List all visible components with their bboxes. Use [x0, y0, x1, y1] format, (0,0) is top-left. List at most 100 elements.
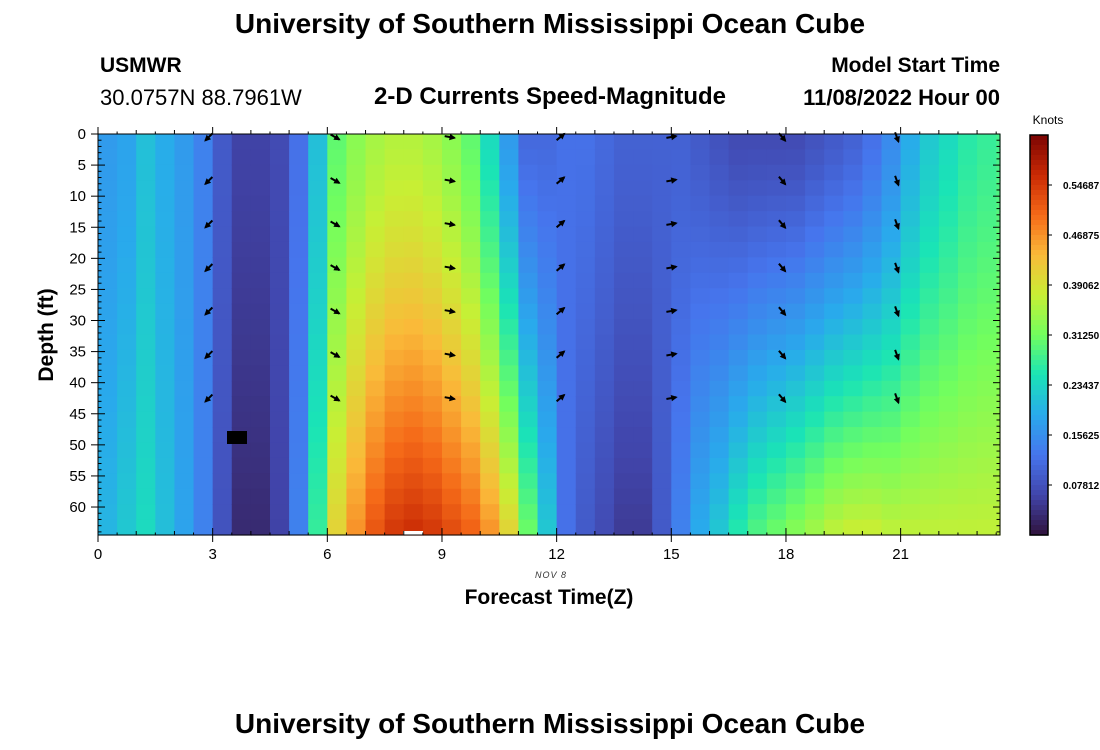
heatmap-cell: [136, 349, 156, 366]
colorbar-tick-label: 0.23437: [1063, 381, 1100, 392]
heatmap-cell: [977, 272, 997, 289]
heatmap-cell: [900, 411, 921, 428]
heatmap-cell: [193, 303, 214, 320]
colorbar-segment: [1030, 185, 1048, 191]
heatmap-cell: [594, 195, 615, 212]
current-vector: [444, 220, 456, 228]
heatmap-cell: [900, 396, 921, 413]
heatmap-cell: [900, 211, 921, 228]
colorbar: 0.54687 0.46875 0.39062 0.31250 0.23437 0.156…: [1029, 134, 1100, 536]
heatmap-cell: [289, 504, 309, 521]
heatmap-cell: [461, 164, 481, 181]
colorbar-tick-label: 0.46875: [1063, 231, 1100, 242]
colorbar-segment: [1030, 250, 1048, 256]
heatmap-cell: [938, 303, 959, 320]
heatmap-cell: [136, 365, 156, 382]
heatmap-cell: [690, 427, 711, 444]
heatmap-cell: [556, 473, 577, 490]
heatmap-cell: [98, 442, 118, 459]
heatmap-cell: [652, 457, 672, 474]
heatmap-cell: [843, 211, 864, 228]
heatmap-cell: [709, 319, 730, 336]
heatmap-cell: [766, 488, 787, 505]
heatmap-cell: [747, 180, 768, 197]
heatmap-cell: [289, 272, 309, 289]
heatmap-cell: [671, 257, 692, 274]
heatmap-cell: [308, 226, 328, 243]
heatmap-cell: [461, 134, 481, 151]
heatmap-cell: [613, 365, 634, 382]
heatmap-cell: [327, 365, 348, 382]
heatmap-cell: [919, 334, 940, 351]
heatmap-cell: [881, 488, 902, 505]
heatmap-cell: [938, 349, 959, 366]
heatmap-cell: [480, 349, 500, 366]
colorbar-segment: [1030, 255, 1048, 261]
heatmap-cell: [308, 288, 328, 305]
heatmap-cell: [461, 334, 481, 351]
heatmap-cell: [709, 457, 730, 474]
heatmap-cell: [881, 272, 902, 289]
heatmap-cell: [212, 349, 233, 366]
heatmap-cell: [805, 180, 825, 197]
heatmap-cell: [403, 211, 424, 228]
heatmap-cell: [98, 349, 118, 366]
heatmap-cell: [365, 211, 386, 228]
heatmap-cell: [461, 442, 481, 459]
heatmap-cell: [633, 334, 653, 351]
heatmap-cell: [613, 257, 634, 274]
heatmap-cell: [938, 457, 959, 474]
heatmap-cell: [556, 519, 577, 536]
heatmap-cell: [250, 288, 271, 305]
heatmap-cell: [403, 473, 424, 490]
heatmap-cell: [231, 411, 252, 428]
heatmap-cell: [575, 288, 596, 305]
colorbar-segment: [1030, 515, 1048, 521]
heatmap-cell: [231, 519, 252, 536]
colorbar-segment: [1030, 325, 1048, 331]
heatmap-cell: [709, 149, 730, 166]
heatmap-cell: [212, 488, 233, 505]
colorbar-segment: [1030, 465, 1048, 471]
x-tick-label: 6: [323, 546, 331, 563]
heatmap-cell: [996, 257, 1001, 274]
heatmap-cell: [728, 427, 749, 444]
heatmap-cell: [938, 257, 959, 274]
colorbar-segment: [1030, 495, 1048, 501]
heatmap-cell: [193, 334, 214, 351]
heatmap-cell: [881, 519, 902, 536]
heatmap-cell: [117, 457, 137, 474]
heatmap-cell: [766, 380, 787, 397]
heatmap-cell: [499, 334, 520, 351]
heatmap-cell: [881, 164, 902, 181]
heatmap-cell: [575, 442, 596, 459]
current-vector: [778, 393, 787, 404]
heatmap-cell: [537, 396, 558, 413]
colorbar-segment: [1030, 270, 1048, 276]
heatmap-cell: [785, 164, 806, 181]
heatmap-cell: [824, 149, 844, 166]
heatmap-cell: [327, 411, 348, 428]
heatmap-cell: [671, 164, 692, 181]
heatmap-cell: [919, 488, 940, 505]
heatmap-cell: [174, 519, 195, 536]
current-vector: [778, 176, 787, 186]
heatmap-cell: [289, 365, 309, 382]
heatmap-cell: [384, 442, 405, 459]
heatmap-cell: [250, 134, 271, 151]
colorbar-segment: [1030, 370, 1048, 376]
heatmap-cell: [843, 195, 864, 212]
heatmap-cell: [499, 195, 520, 212]
heatmap-cell: [843, 365, 864, 382]
heatmap-cell: [212, 257, 233, 274]
heatmap-cell: [98, 365, 118, 382]
current-vector: [204, 263, 214, 273]
heatmap-cell: [728, 257, 749, 274]
heatmap-cell: [881, 180, 902, 197]
heatmap-cell: [996, 519, 1001, 536]
colorbar-segment: [1030, 320, 1048, 326]
heatmap-cell: [422, 226, 443, 243]
heatmap-cell: [365, 349, 386, 366]
heatmap-cell: [537, 488, 558, 505]
heatmap-cell: [289, 488, 309, 505]
